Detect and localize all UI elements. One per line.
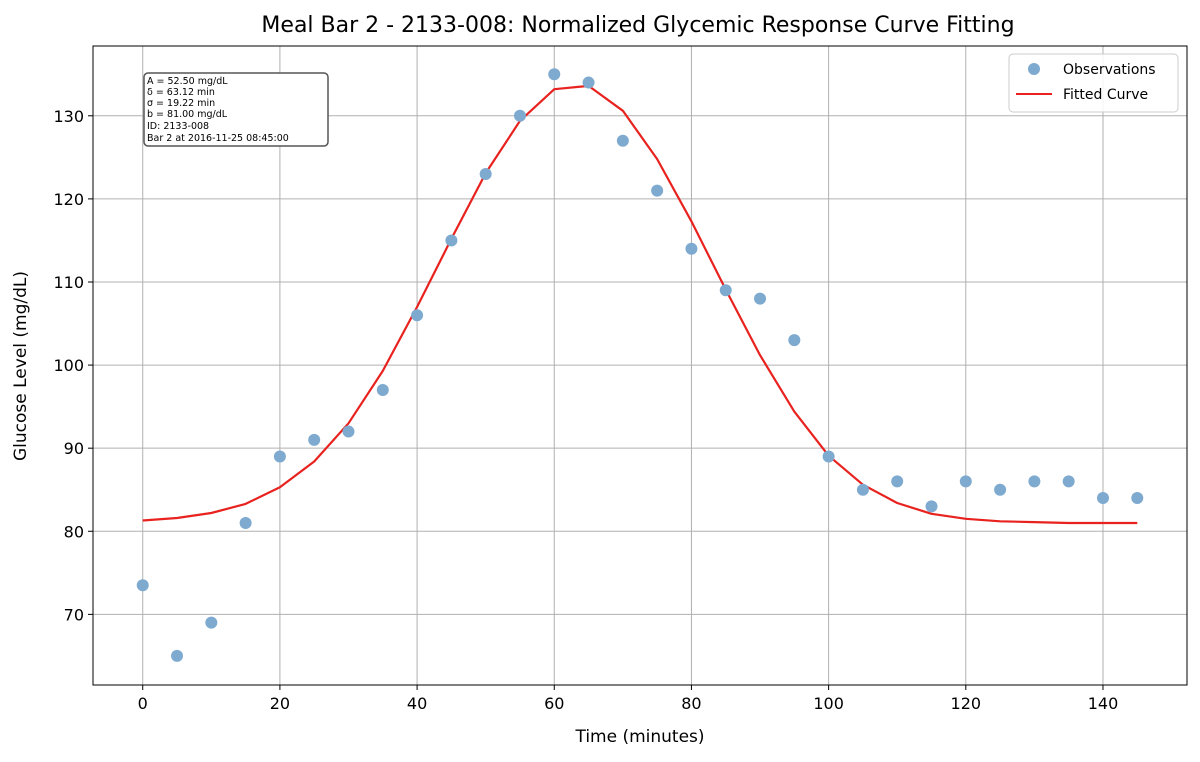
- grid-lines: [93, 46, 1187, 685]
- observation-point: [513, 109, 526, 122]
- x-tick-label: 20: [270, 694, 290, 713]
- observation-point: [925, 500, 938, 513]
- observation-point: [994, 483, 1007, 496]
- observation-point: [788, 334, 801, 347]
- x-tick-label: 100: [813, 694, 844, 713]
- x-tick-label: 0: [138, 694, 148, 713]
- x-axis-label: Time (minutes): [574, 727, 704, 747]
- observation-point: [548, 68, 561, 81]
- y-axis-label: Glucose Level (mg/dL): [11, 271, 31, 461]
- parameter-box-frame: [143, 72, 329, 147]
- legend-observations-marker: [1028, 63, 1040, 75]
- param-meal-time: Bar 2 at 2016-11-25 08:45:00: [147, 133, 289, 144]
- observation-point: [1096, 492, 1109, 505]
- observation-point: [411, 309, 424, 322]
- observation-point: [171, 649, 184, 662]
- fitted-curve-line: [142, 84, 1138, 525]
- observation-point: [239, 516, 252, 529]
- y-tick-label: 90: [64, 439, 84, 458]
- y-tick-label: 110: [53, 273, 84, 292]
- observation-point: [479, 167, 492, 180]
- x-tick-label: 60: [544, 694, 564, 713]
- observation-point: [856, 483, 869, 496]
- observation-points-layer: [136, 68, 1144, 662]
- x-tick-label: 80: [681, 694, 701, 713]
- legend-frame: [1008, 53, 1179, 113]
- observation-point: [719, 284, 732, 297]
- param-baseline: b = 81.00 mg/dL: [147, 109, 228, 120]
- y-tick-label: 80: [64, 522, 84, 541]
- fitted-curve-layer: [142, 84, 1138, 525]
- param-delay: δ = 63.12 min: [147, 87, 215, 98]
- x-tick-label: 120: [951, 694, 982, 713]
- legend-fitted-curve-label: Fitted Curve: [1063, 87, 1148, 103]
- observation-point: [891, 475, 904, 488]
- observation-point: [1062, 475, 1075, 488]
- observation-point: [308, 433, 321, 446]
- param-id: ID: 2133-008: [147, 121, 209, 132]
- observation-point: [685, 242, 698, 255]
- param-amplitude: A = 52.50 mg/dL: [147, 76, 228, 87]
- x-axis-ticks: 0 20 40 60 80 100 120 140: [138, 685, 1119, 713]
- chart-title: Meal Bar 2 - 2133-008: Normalized Glycem…: [261, 13, 1014, 38]
- observation-point: [582, 76, 595, 89]
- parameter-annotation-box: A = 52.50 mg/dL δ = 63.12 min σ = 19.22 …: [143, 72, 329, 147]
- observation-point: [651, 184, 664, 197]
- y-axis-ticks: 70 80 90 100 110 120 130: [53, 107, 93, 624]
- x-tick-label: 140: [1088, 694, 1119, 713]
- y-tick-label: 130: [53, 107, 84, 126]
- observation-point: [1131, 492, 1144, 505]
- observation-point: [205, 616, 218, 629]
- observation-point: [1028, 475, 1041, 488]
- x-tick-label: 40: [407, 694, 427, 713]
- y-tick-label: 120: [53, 190, 84, 209]
- observation-point: [822, 450, 835, 463]
- observation-point: [616, 134, 629, 147]
- legend-observations-label: Observations: [1063, 62, 1156, 78]
- observation-point: [376, 384, 389, 397]
- observation-point: [754, 292, 767, 305]
- observation-point: [342, 425, 355, 438]
- observation-point: [136, 579, 149, 592]
- y-tick-label: 100: [53, 356, 84, 375]
- observation-point: [959, 475, 972, 488]
- param-sigma: σ = 19.22 min: [147, 98, 215, 109]
- chart-legend: Observations Fitted Curve: [1008, 53, 1179, 113]
- observation-point: [273, 450, 286, 463]
- observation-point: [445, 234, 458, 247]
- y-tick-label: 70: [64, 605, 84, 624]
